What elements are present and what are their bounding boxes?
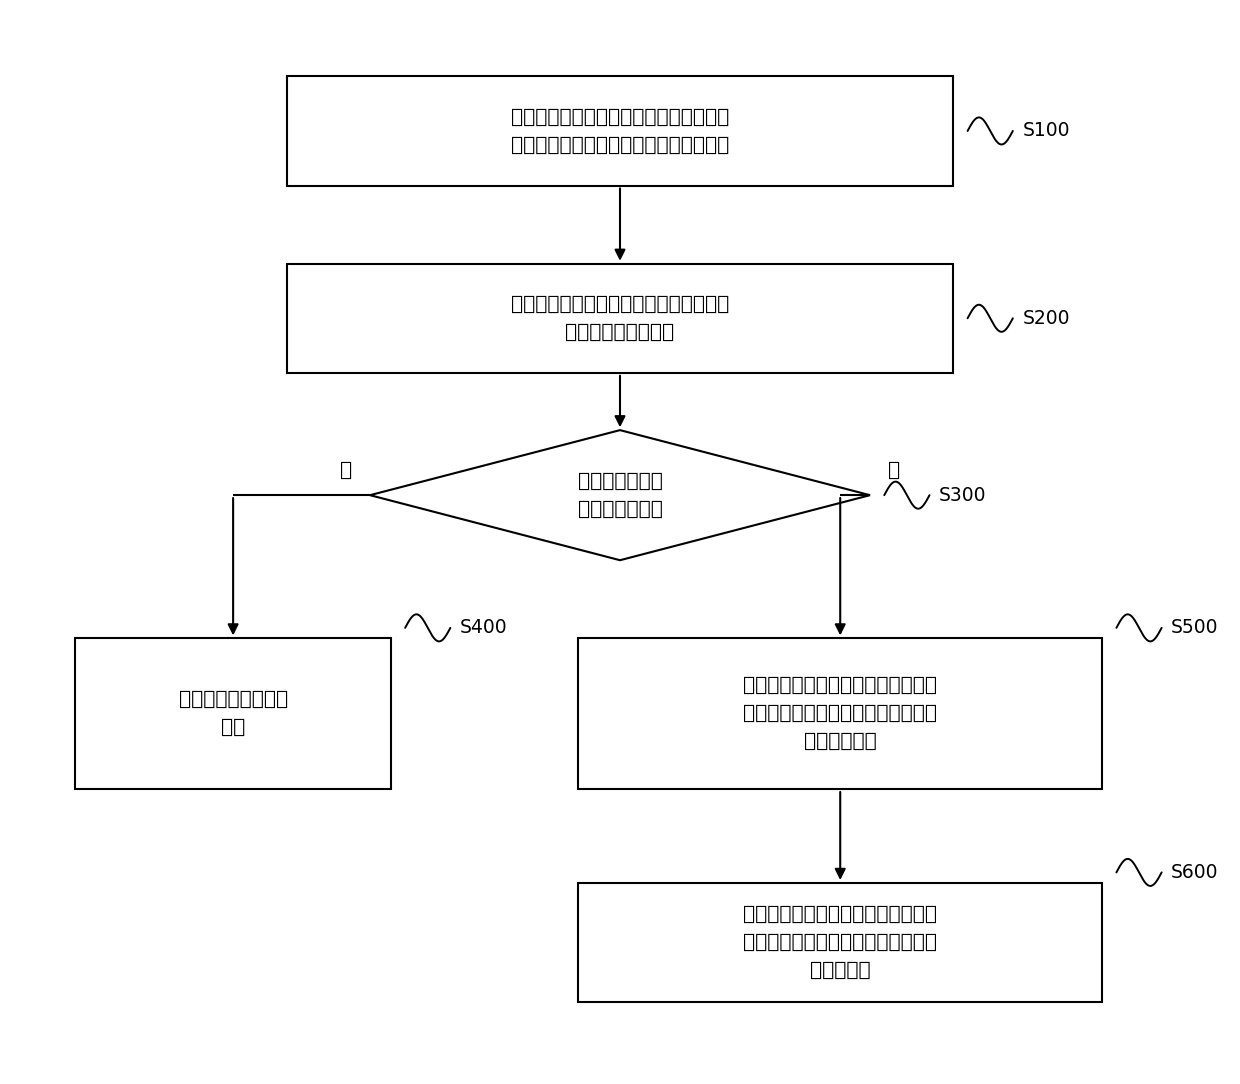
Text: 否: 否	[888, 461, 900, 479]
Bar	[286, 76, 954, 185]
Bar	[578, 638, 1102, 789]
Text: 根据驾驶员的疲劳测量指数和预设疲劳阈
值的关系，判定驾驶员是否处于疲劳状态: 根据驾驶员的疲劳测量指数和预设疲劳阈 值的关系，判定驾驶员是否处于疲劳状态	[511, 107, 729, 154]
Text: 更改驾驶员为非疲劳
状态: 更改驾驶员为非疲劳 状态	[179, 691, 288, 737]
Text: 是: 是	[340, 461, 352, 479]
Text: S600: S600	[1171, 863, 1219, 882]
Text: S300: S300	[939, 486, 987, 505]
Bar	[76, 638, 391, 789]
Text: 根据制动增益、疲劳程度等级和车速
的预设关联关系，确定当前的电子控
制制动增益: 根据制动增益、疲劳程度等级和车速 的预设关联关系，确定当前的电子控 制制动增益	[743, 905, 937, 980]
Text: 如果判定驾驶员处于疲劳状态，则向驾驶
员发送驾驶确认指令: 如果判定驾驶员处于疲劳状态，则向驾驶 员发送驾驶确认指令	[511, 295, 729, 341]
Text: S400: S400	[460, 618, 507, 637]
Text: S200: S200	[1022, 309, 1070, 327]
Text: 是否收到驾驶员
反馈的确认信息: 是否收到驾驶员 反馈的确认信息	[578, 472, 662, 518]
Text: S100: S100	[1022, 121, 1070, 141]
Text: 确认驾驶员为疲劳状态，根据当前疲
劳判断的准确率值确定驾驶员当前的
疲劳程度等级: 确认驾驶员为疲劳状态，根据当前疲 劳判断的准确率值确定驾驶员当前的 疲劳程度等级	[743, 676, 937, 751]
Polygon shape	[370, 430, 870, 560]
Bar	[578, 882, 1102, 1003]
Text: S500: S500	[1171, 618, 1219, 637]
Bar	[286, 263, 954, 373]
